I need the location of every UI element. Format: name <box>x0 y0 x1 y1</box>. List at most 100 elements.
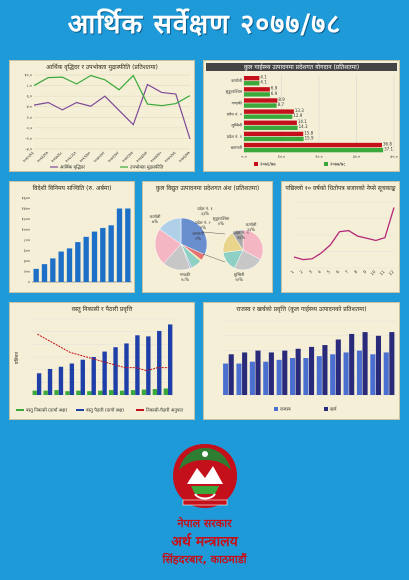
expenditure-bar <box>268 352 274 395</box>
slice-value: १६% <box>237 235 245 240</box>
x-tick-label: २०७२/७३ <box>121 150 134 163</box>
row-label: गण्डकी <box>232 100 243 105</box>
x-tick-label: १०.० <box>278 154 286 159</box>
legend-label: आर्थिक वृद्धिदर <box>60 164 85 171</box>
x-tick-label: 6 <box>335 269 341 275</box>
import-bar <box>91 357 96 395</box>
x-tick-label: २०६६/६७ <box>36 150 49 163</box>
slice-label: प्रदेश नं. २ <box>195 220 210 225</box>
export-bar <box>43 390 48 395</box>
revenue-bar <box>223 363 229 395</box>
bar <box>116 208 123 282</box>
export-bar <box>54 390 59 395</box>
ratio-line <box>37 333 169 372</box>
electricity-pie-chart: प्रदेश नं. १३३%सुदूरपश्चिम४%प्रदेश नं. २… <box>150 206 264 282</box>
panel-title: आर्थिक वृद्धिदर र उपभोक्ता मुद्रास्फीति … <box>46 64 158 71</box>
connector-line <box>202 253 226 263</box>
import-bar <box>167 324 173 395</box>
bar <box>33 268 39 282</box>
bar-value-label: 37.1 <box>384 147 393 152</box>
revenue-bar <box>263 361 269 395</box>
trade-chart: प्रतिशत वस्तु निकासी (दायाँ अक्ष) वस्तु पै… <box>13 318 184 414</box>
slice-value: १% <box>195 236 201 241</box>
x-tick-label: 2 <box>298 269 304 275</box>
export-bar <box>32 390 37 395</box>
export-bar <box>98 390 103 395</box>
x-tick-label: 7 <box>344 269 350 275</box>
slice-value: १८% <box>181 277 189 282</box>
revenue-bar <box>383 352 389 395</box>
panel-title: पछिल्लो १० वर्षको धितोपत्र बजारको नेप्से… <box>285 185 396 192</box>
revenue-bar <box>370 354 376 395</box>
bar-value-label: 14.3 <box>299 124 308 129</box>
slice-label: सुदूरपश्चिम <box>213 216 230 222</box>
revenue-bar <box>303 358 309 395</box>
revenue-bar <box>276 359 282 395</box>
row-label: प्रदेश नं. १ <box>227 134 242 139</box>
x-tick-label: 1 <box>289 269 295 275</box>
x-tick-label: २०७०/७१ <box>92 150 105 163</box>
legend-swatch <box>76 409 84 411</box>
import-bar <box>124 343 129 395</box>
y-tick-label: १००० <box>22 227 30 232</box>
legend-label: निकासी-पैठारी अनुपात <box>146 407 184 414</box>
legend-swatch <box>136 409 144 411</box>
slice-label: गण्डकी <box>180 272 191 277</box>
x-tick-label: २०६८/६९ <box>64 150 77 163</box>
pie-slice <box>180 217 208 256</box>
x-tick-label: 5 <box>326 269 332 275</box>
x-tick-label: २०६७/६८ <box>50 150 63 163</box>
pie-slice <box>231 229 244 251</box>
panel-growth-inflation: आर्थिक वृद्धिदर र उपभोक्ता मुद्रास्फीति … <box>9 60 195 172</box>
expenditure-bar <box>228 354 234 395</box>
revenue-bar <box>330 354 336 395</box>
bar <box>50 258 56 282</box>
x-tick-label: 4 <box>317 269 323 275</box>
y-tick-label: ८०० <box>24 238 30 243</box>
import-bar <box>80 359 85 395</box>
bar <box>244 98 278 103</box>
expenditure-bar <box>389 332 395 395</box>
x-tick-label: 10 <box>369 269 376 276</box>
bar <box>41 264 48 282</box>
bar <box>244 81 260 86</box>
export-bar <box>76 390 81 395</box>
y-tick-label: १४०० <box>22 206 30 211</box>
bar <box>244 147 384 153</box>
expenditure-bar <box>322 345 328 395</box>
legend-swatch <box>274 407 278 411</box>
row-label: कर्णाली <box>231 78 243 83</box>
x-tick-label: 12 <box>388 269 395 276</box>
bar <box>244 103 277 108</box>
revenue-bar <box>343 352 349 395</box>
expenditure-bar <box>282 350 288 395</box>
panel-province-gdp: कुल गार्हस्थ्य उत्पादनमा प्रदेशगत योगदान… <box>203 60 400 172</box>
y-tick-label: -२.० <box>25 136 32 141</box>
bar <box>83 236 89 282</box>
pie-slice <box>159 217 182 245</box>
import-bar <box>146 336 151 395</box>
bar <box>244 109 294 114</box>
import-bar <box>102 351 107 395</box>
legend-swatch <box>324 407 328 411</box>
bar-value-label: 14.1 <box>298 119 307 124</box>
x-tick-label: 11 <box>378 269 385 276</box>
bar-value-label: 6.9 <box>271 91 278 96</box>
revenue-bar <box>356 350 363 395</box>
slice-value: २४% <box>235 277 243 282</box>
bar-value-label: 15.9 <box>305 135 314 140</box>
legend-label: खर्च <box>330 406 338 413</box>
bar <box>244 136 304 142</box>
revenue-bar <box>289 358 296 395</box>
footer-address: सिंहदरबार, काठमाडौं <box>162 553 247 566</box>
revenue-bar <box>316 356 322 395</box>
bar-value-label: 8.7 <box>278 102 285 107</box>
y-tick-label: -४.० <box>25 147 32 152</box>
import-bar <box>69 363 75 395</box>
legend-label: उपभोक्ता मुद्रास्फीति <box>130 164 164 171</box>
slice-label: कर्णाली <box>150 214 162 219</box>
bar <box>58 251 64 282</box>
slice-label: प्रदेश नं. ५ <box>233 230 248 235</box>
slice-value: ३३% <box>201 211 209 216</box>
